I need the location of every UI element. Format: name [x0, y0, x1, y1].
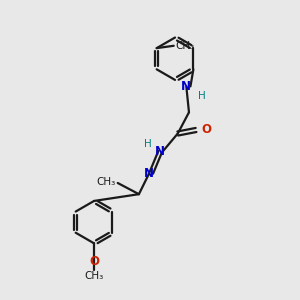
Text: CH₃: CH₃ [176, 41, 195, 51]
Text: N: N [155, 145, 165, 158]
Text: CH₃: CH₃ [96, 176, 116, 187]
Text: N: N [144, 167, 154, 180]
Text: N: N [181, 80, 191, 93]
Text: CH₃: CH₃ [84, 271, 104, 281]
Text: H: H [198, 91, 206, 101]
Text: H: H [145, 140, 152, 149]
Text: O: O [201, 124, 211, 136]
Text: O: O [89, 255, 99, 268]
